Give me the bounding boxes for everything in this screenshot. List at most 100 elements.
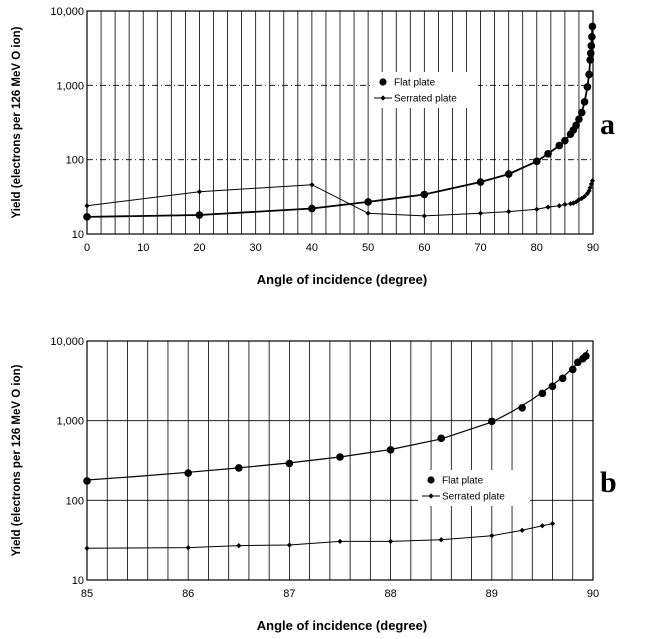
data-point-serrated-plate [545,204,551,210]
y-tick-label: 1,000 [56,80,84,92]
data-point-flat-plate [575,115,583,124]
data-point-serrated-plate [534,206,540,212]
data-point-flat-plate [308,204,316,213]
y-tick-label: 100 [66,495,84,507]
data-point-flat-plate [386,446,395,454]
data-point-flat-plate [437,434,446,443]
x-tick-label: 85 [81,588,93,600]
plot-frame [86,340,594,581]
data-point-serrated-plate [477,210,484,216]
data-point-flat-plate [586,56,594,64]
y-axis-title: Yield (electrons per 126 MeV O ion) [11,364,23,556]
data-point-serrated-plate [549,521,556,527]
data-point-serrated-plate [489,533,495,539]
data-point-flat-plate [420,190,429,199]
data-point-flat-plate [558,374,567,383]
data-point-flat-plate [585,70,593,79]
data-point-flat-plate [588,22,597,31]
data-point-serrated-plate [196,189,203,195]
data-point-serrated-plate [562,201,568,208]
data-point-serrated-plate [421,213,427,219]
data-point-flat-plate [583,83,592,91]
data-point-flat-plate [555,141,564,150]
y-tick-label: 10 [72,575,84,587]
legend-marker-flat-plate [379,78,387,86]
data-point-serrated-plate [286,542,292,548]
y-tick-label: 100 [66,155,84,167]
x-tick-label: 90 [587,242,599,254]
data-point-flat-plate [572,121,580,130]
x-axis-title: Angle of incidence (degree) [257,272,427,287]
data-point-serrated-plate [388,538,394,545]
data-point-flat-plate [587,42,596,50]
data-point-flat-plate [476,178,485,186]
data-point-serrated-plate [539,523,545,529]
x-tick-label: 86 [182,588,194,600]
data-point-flat-plate [195,211,204,219]
legend: Flat plate Serrated plate [418,470,530,506]
data-point-flat-plate [83,477,91,485]
x-tick-label: 87 [283,588,295,600]
grid [87,11,593,234]
x-tick-label: 30 [250,242,262,254]
series-line-serrated-plate [86,523,553,549]
data-point-flat-plate [336,453,344,461]
y-tick-label: 10 [72,229,84,241]
data-point-flat-plate [588,32,596,41]
legend-label-serrated-plate: Serrated plate [394,94,457,105]
data-point-serrated-plate [589,178,596,184]
data-point-serrated-plate [556,203,562,209]
panel-a-chart: 0 10 20 30 40 50 60 70 80 90101001,00010,000Angle… [11,6,599,287]
data-point-serrated-plate [236,543,242,549]
legend-box [370,72,478,108]
panel-b-chart: 85 86 87 88 89 90 10 100 1,000 10,000 Angle of inc… [11,336,599,633]
x-tick-label: 60 [418,242,430,254]
panel-a-label: a [600,108,615,141]
y-tick-label: 10,000 [50,6,84,18]
data-point-serrated-plate [570,200,576,206]
x-tick-label: 40 [306,242,318,254]
x-tick-label: 89 [486,588,498,600]
data-point-flat-plate [544,149,552,158]
data-point-flat-plate [580,98,589,106]
data-point-flat-plate [561,136,569,145]
data-point-flat-plate [488,417,496,426]
fit-curve [86,349,589,481]
legend-marker-flat-plate [427,476,435,484]
x-tick-label: 88 [384,588,396,600]
data-point-flat-plate [235,464,243,472]
y-tick-label: 1,000 [56,416,84,428]
data-point-serrated-plate [438,537,444,543]
y-axis-title: Yield (electrons per 126 MeV O ion) [11,26,23,218]
legend-label-serrated-plate: Serrated plate [442,492,505,503]
y-tick-label: 10,000 [50,336,84,348]
data-point-flat-plate [364,198,372,206]
data-point-serrated-plate [506,209,512,215]
data-point-flat-plate [582,352,590,360]
data-point-serrated-plate [519,527,525,533]
x-tick-label: 50 [362,242,374,254]
data-point-flat-plate [285,459,294,468]
data-point-flat-plate [577,108,586,117]
data-point-flat-plate [586,49,595,58]
legend-label-flat-plate: Flat plate [394,78,436,89]
data-point-flat-plate [548,382,557,391]
x-axis-title: Angle of incidence (degree) [257,618,427,633]
data-point-flat-plate [83,213,91,221]
legend-label-flat-plate: Flat plate [442,476,484,487]
x-tick-label: 80 [531,242,543,254]
x-tick-label: 0 [84,242,90,254]
data-point-flat-plate [532,157,541,166]
data-point-serrated-plate [185,545,191,551]
legend-box [418,470,530,506]
data-point-serrated-plate [309,182,315,188]
legend-marker-serrated-plate [380,95,386,101]
legend-marker-serrated-plate [428,493,434,499]
data-point-serrated-plate [337,538,343,545]
x-tick-label: 20 [193,242,205,254]
data-point-flat-plate [504,170,513,178]
panel-b-label: b [600,466,617,499]
legend: Flat plate Serrated plate [370,72,478,108]
data-point-serrated-plate [581,193,588,200]
